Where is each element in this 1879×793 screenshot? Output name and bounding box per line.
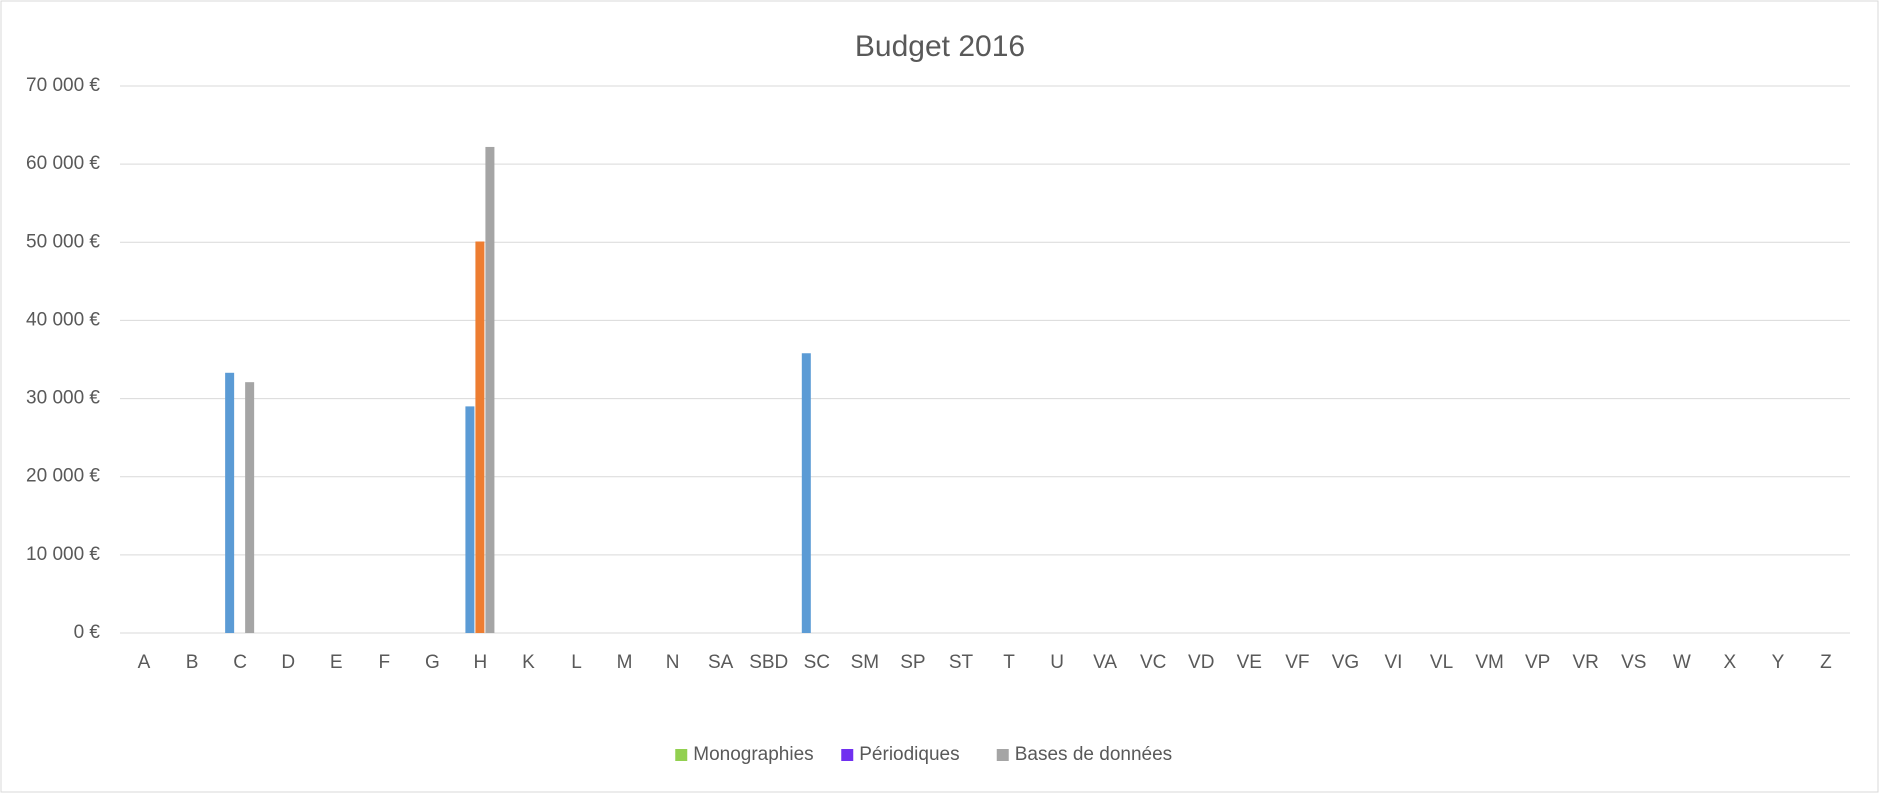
legend-swatch xyxy=(675,749,688,761)
x-tick-label: SBD xyxy=(749,652,788,673)
x-tick-label: VD xyxy=(1188,652,1214,673)
x-tick-label: SA xyxy=(708,652,734,673)
bar xyxy=(225,372,235,633)
x-tick-label: B xyxy=(186,652,199,673)
bar xyxy=(245,382,255,633)
x-tick-label: VE xyxy=(1237,652,1262,673)
legend-label: Monographies xyxy=(693,744,813,765)
x-tick-label: VF xyxy=(1285,652,1309,673)
x-tick-label: ST xyxy=(949,652,974,673)
legend-label: Périodiques xyxy=(859,744,959,765)
x-tick-label: VC xyxy=(1140,652,1166,673)
y-tick-label: 40 000 € xyxy=(26,309,100,330)
y-tick-label: 10 000 € xyxy=(26,544,100,565)
legend-swatch xyxy=(996,749,1009,761)
x-tick-label: T xyxy=(1003,652,1015,673)
x-tick-label: VR xyxy=(1572,652,1598,673)
x-tick-label: C xyxy=(233,652,247,673)
x-tick-label: U xyxy=(1050,652,1064,673)
y-tick-label: 70 000 € xyxy=(26,75,100,96)
x-tick-label: SM xyxy=(851,652,880,673)
x-tick-label: Z xyxy=(1820,652,1832,673)
x-tick-label: L xyxy=(571,652,582,673)
bar xyxy=(485,146,495,634)
x-tick-label: SC xyxy=(804,652,830,673)
x-tick-label: F xyxy=(379,652,391,673)
x-tick-label: G xyxy=(425,652,440,673)
x-tick-label: W xyxy=(1673,652,1691,673)
x-tick-label: M xyxy=(617,652,633,673)
x-tick-label: SP xyxy=(900,652,925,673)
x-tick-label: Y xyxy=(1772,652,1785,673)
x-tick-label: E xyxy=(330,652,343,673)
x-tick-label: VP xyxy=(1525,652,1550,673)
x-tick-label: K xyxy=(522,652,535,673)
bar xyxy=(475,241,485,634)
x-tick-label: D xyxy=(281,652,295,673)
chart-title: Budget 2016 xyxy=(855,30,1025,63)
y-tick-label: 20 000 € xyxy=(26,466,100,487)
legend-label: Bases de données xyxy=(1015,744,1172,765)
x-tick-label: VM xyxy=(1475,652,1504,673)
x-tick-label: VL xyxy=(1430,652,1453,673)
y-tick-label: 0 € xyxy=(74,622,101,643)
y-tick-label: 50 000 € xyxy=(26,231,100,252)
bar xyxy=(801,353,811,633)
x-tick-label: VI xyxy=(1384,652,1402,673)
x-tick-label: H xyxy=(474,652,488,673)
x-tick-label: A xyxy=(138,652,151,673)
x-tick-label: N xyxy=(666,652,680,673)
legend-swatch xyxy=(841,749,854,761)
x-tick-label: VG xyxy=(1332,652,1359,673)
bar xyxy=(465,406,475,633)
x-tick-label: X xyxy=(1724,652,1737,673)
y-tick-label: 30 000 € xyxy=(26,388,100,409)
y-tick-label: 60 000 € xyxy=(26,153,100,174)
x-tick-label: VS xyxy=(1621,652,1646,673)
x-tick-label: VA xyxy=(1093,652,1117,673)
